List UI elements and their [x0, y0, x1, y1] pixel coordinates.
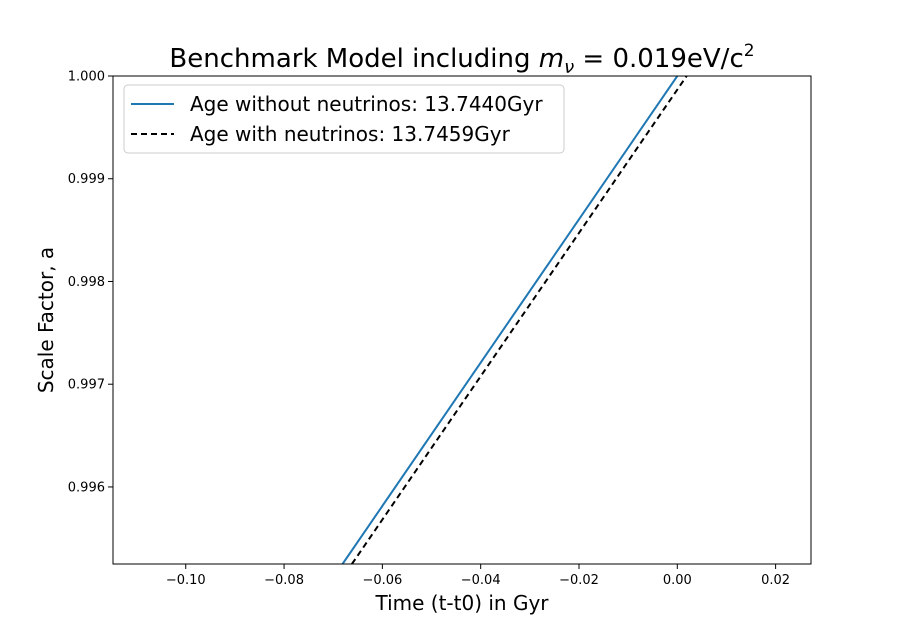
title-text: Benchmark Model including	[169, 44, 538, 74]
y-axis-label: Scale Factor, a	[34, 247, 58, 393]
plot-frame	[112, 75, 812, 565]
legend-box	[123, 84, 565, 154]
y-axis-ticks: 0.996 0.997 0.998 0.999 1.000	[68, 70, 113, 495]
x-tick-label: −0.10	[166, 573, 206, 588]
title-math-subscript: ν	[564, 57, 574, 78]
y-tick-label: 0.996	[68, 480, 105, 495]
x-tick-label: −0.04	[461, 573, 501, 588]
title-math-superscript: 2	[744, 41, 755, 61]
x-tick-label: 0.00	[663, 573, 692, 588]
y-tick-label: 0.998	[68, 275, 105, 290]
y-tick-label: 0.997	[68, 378, 105, 393]
legend: Age without neutrinos: 13.7440Gyr Age wit…	[123, 84, 565, 154]
plot-lines	[341, 76, 688, 564]
legend-label: Age with neutrinos: 13.7459Gyr	[190, 122, 511, 146]
x-axis-label: Time (t-t0) in Gyr	[374, 591, 549, 615]
x-tick-label: −0.08	[264, 573, 304, 588]
title-math-rest: = 0.019eV/c	[574, 44, 744, 74]
x-tick-label: −0.02	[559, 573, 599, 588]
y-tick-label: 0.999	[68, 172, 105, 187]
x-axis-ticks: −0.10 −0.08 −0.06 −0.04 −0.02 0.00 0.02	[166, 564, 790, 588]
title-math-symbol: m	[539, 44, 564, 74]
chart-title: Benchmark Model including mν = 0.019eV/c…	[169, 41, 754, 78]
x-tick-label: 0.02	[761, 573, 790, 588]
series-line-1	[351, 76, 688, 564]
legend-label: Age without neutrinos: 13.7440Gyr	[190, 92, 543, 116]
x-tick-label: −0.06	[362, 573, 402, 588]
series-line-0	[341, 76, 679, 564]
y-tick-label: 1.000	[68, 70, 105, 85]
